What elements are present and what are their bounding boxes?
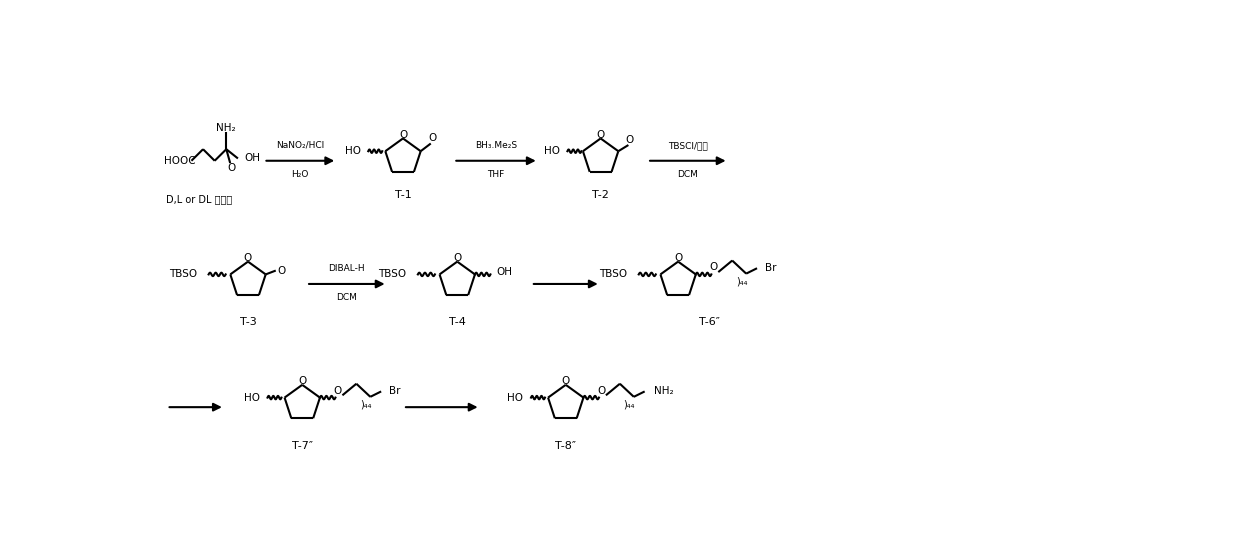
Text: NaNO₂/HCl: NaNO₂/HCl bbox=[277, 141, 325, 150]
Text: O: O bbox=[709, 262, 718, 273]
Text: DCM: DCM bbox=[336, 293, 357, 302]
Text: O: O bbox=[562, 376, 570, 386]
Text: O: O bbox=[298, 376, 306, 386]
Text: O: O bbox=[626, 135, 634, 145]
Text: TBSCl/咋唠: TBSCl/咋唠 bbox=[668, 141, 708, 150]
Text: T-4: T-4 bbox=[449, 318, 466, 327]
Text: O: O bbox=[228, 163, 236, 174]
Text: DCM: DCM bbox=[677, 170, 698, 179]
Text: T-8″: T-8″ bbox=[556, 441, 577, 450]
Text: HO: HO bbox=[543, 146, 559, 156]
Text: TBSO: TBSO bbox=[599, 269, 627, 280]
Text: Br: Br bbox=[765, 263, 776, 273]
Text: O: O bbox=[675, 253, 682, 263]
Text: BH₃.Me₂S: BH₃.Me₂S bbox=[475, 141, 517, 150]
Text: HO: HO bbox=[507, 393, 523, 403]
Text: )₄₄: )₄₄ bbox=[735, 276, 748, 286]
Text: NH₂: NH₂ bbox=[217, 122, 236, 133]
Text: T-2: T-2 bbox=[593, 190, 609, 200]
Text: TBSO: TBSO bbox=[378, 269, 407, 280]
Text: O: O bbox=[244, 253, 252, 263]
Text: O: O bbox=[334, 386, 342, 395]
Text: Br: Br bbox=[389, 386, 401, 397]
Text: HOOC: HOOC bbox=[164, 156, 196, 166]
Text: O: O bbox=[428, 133, 436, 143]
Text: D,L or DL 谷氨酸: D,L or DL 谷氨酸 bbox=[166, 194, 232, 204]
Text: DIBAL-H: DIBAL-H bbox=[329, 264, 365, 273]
Text: HO: HO bbox=[244, 393, 259, 403]
Text: THF: THF bbox=[487, 170, 505, 179]
Text: )₄₄: )₄₄ bbox=[360, 399, 372, 410]
Text: )₄₄: )₄₄ bbox=[624, 399, 635, 410]
Text: TBSO: TBSO bbox=[169, 269, 197, 280]
Text: OH: OH bbox=[497, 267, 512, 277]
Text: T-3: T-3 bbox=[239, 318, 257, 327]
Text: O: O bbox=[596, 129, 605, 140]
Text: HO: HO bbox=[345, 146, 361, 156]
Text: NH₂: NH₂ bbox=[653, 386, 673, 397]
Text: T-6″: T-6″ bbox=[698, 318, 719, 327]
Text: O: O bbox=[453, 253, 461, 263]
Text: T-7″: T-7″ bbox=[291, 441, 312, 450]
Text: O: O bbox=[598, 386, 605, 395]
Text: OH: OH bbox=[244, 153, 260, 163]
Text: O: O bbox=[399, 129, 407, 140]
Text: T-1: T-1 bbox=[394, 190, 412, 200]
Text: H₂O: H₂O bbox=[291, 170, 309, 179]
Text: O: O bbox=[277, 265, 285, 276]
